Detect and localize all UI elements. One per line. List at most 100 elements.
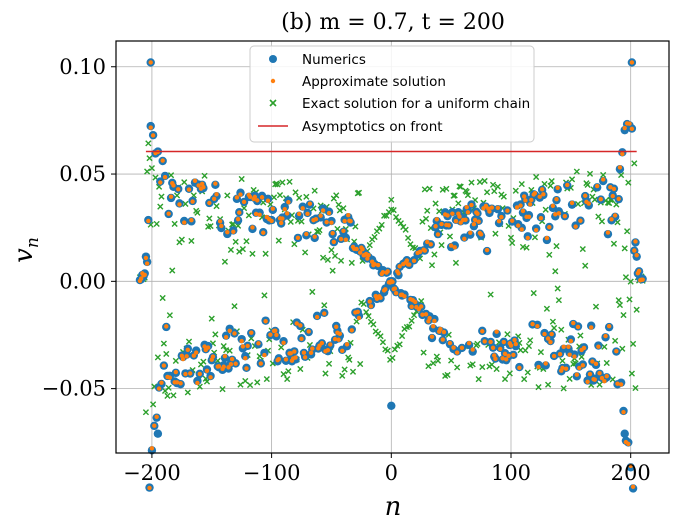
approximate-point — [231, 229, 236, 234]
exact-point — [158, 193, 165, 200]
exact-point — [554, 285, 561, 292]
exact-point — [612, 337, 619, 344]
approximate-point — [545, 336, 551, 341]
approximate-point — [494, 329, 499, 334]
exact-point — [535, 384, 542, 391]
approximate-point — [574, 372, 580, 377]
approximate-point — [304, 231, 309, 237]
approximate-point — [511, 352, 516, 358]
exact-point — [384, 347, 391, 354]
y-axis-label: vn — [9, 237, 43, 263]
approximate-point — [561, 344, 566, 350]
approximate-point — [180, 356, 186, 362]
exact-point — [389, 354, 396, 362]
exact-point — [383, 212, 390, 219]
exact-point — [518, 180, 525, 188]
exact-point — [173, 192, 181, 199]
exact-point — [378, 221, 385, 229]
exact-point — [474, 340, 481, 347]
approximate-point — [357, 250, 363, 255]
approximate-point — [620, 151, 625, 157]
exact-point — [628, 370, 635, 377]
approximate-point — [253, 211, 259, 217]
exact-point — [558, 326, 565, 333]
approximate-point — [360, 247, 365, 252]
exact-point — [279, 179, 286, 186]
approximate-point — [334, 324, 339, 330]
approximate-point — [268, 332, 273, 337]
exact-point — [578, 353, 585, 360]
approximate-point — [633, 239, 638, 244]
exact-point — [392, 213, 400, 221]
x-tick-label: −200 — [123, 461, 181, 485]
exact-point — [200, 358, 207, 365]
approximate-point — [257, 212, 262, 217]
plot-frame — [115, 40, 670, 454]
exact-point — [452, 259, 460, 266]
approximate-point — [556, 211, 562, 216]
exact-point — [157, 203, 164, 210]
exact-point — [523, 244, 530, 251]
approximate-point — [265, 198, 271, 203]
exact-point — [329, 267, 336, 274]
approximate-point — [592, 377, 597, 382]
approximate-point — [240, 344, 246, 349]
exact-point — [296, 194, 303, 201]
approximate-point — [375, 262, 381, 268]
approximate-point — [573, 224, 578, 229]
approximate-point — [445, 213, 450, 218]
exact-point — [249, 250, 256, 257]
approximate-point — [216, 364, 222, 369]
exact-point — [542, 206, 549, 213]
approximate-point — [184, 354, 189, 359]
approximate-point — [281, 340, 286, 346]
approximate-point — [480, 329, 485, 334]
exact-point — [208, 315, 215, 322]
chart-title: (b) m = 0.7, t = 200 — [281, 10, 505, 35]
exact-point — [242, 377, 249, 385]
exact-point — [146, 155, 153, 162]
exact-point — [504, 331, 511, 338]
exact-point — [396, 341, 403, 348]
exact-point — [494, 183, 501, 190]
exact-point — [443, 185, 450, 192]
numerics-point — [153, 429, 163, 438]
exact-point — [286, 178, 293, 185]
exact-point — [574, 200, 582, 208]
exact-point — [586, 170, 594, 177]
approximate-point — [228, 362, 234, 367]
approximate-point — [162, 174, 168, 180]
exact-point — [621, 245, 628, 252]
exact-point — [263, 375, 270, 383]
exact-point — [194, 209, 201, 216]
exact-point — [159, 294, 166, 302]
approximate-point — [368, 304, 374, 309]
approximate-point — [629, 126, 635, 132]
exact-point — [566, 375, 573, 382]
approximate-point — [521, 194, 527, 199]
approximate-point — [390, 279, 395, 285]
approximate-point — [459, 345, 465, 350]
exact-point — [278, 344, 285, 351]
approximate-point — [640, 277, 645, 282]
approximate-point — [214, 192, 219, 197]
approximate-point — [144, 261, 150, 266]
exact-point — [548, 178, 555, 185]
approximate-point — [419, 304, 424, 309]
approximate-point — [282, 206, 287, 212]
exact-point — [275, 237, 282, 244]
exact-point — [431, 251, 438, 258]
exact-point — [438, 242, 445, 249]
approximate-point — [404, 258, 410, 263]
exact-point — [618, 171, 625, 179]
approximate-point — [470, 347, 475, 352]
exact-point — [404, 234, 412, 242]
approximate-point — [322, 311, 327, 316]
approximate-point — [605, 230, 611, 235]
approximate-point — [319, 340, 325, 346]
approximate-point — [208, 375, 213, 380]
approximate-point — [310, 346, 315, 351]
approximate-point — [337, 331, 343, 337]
approximate-point — [338, 236, 344, 242]
approximate-point — [221, 364, 226, 369]
